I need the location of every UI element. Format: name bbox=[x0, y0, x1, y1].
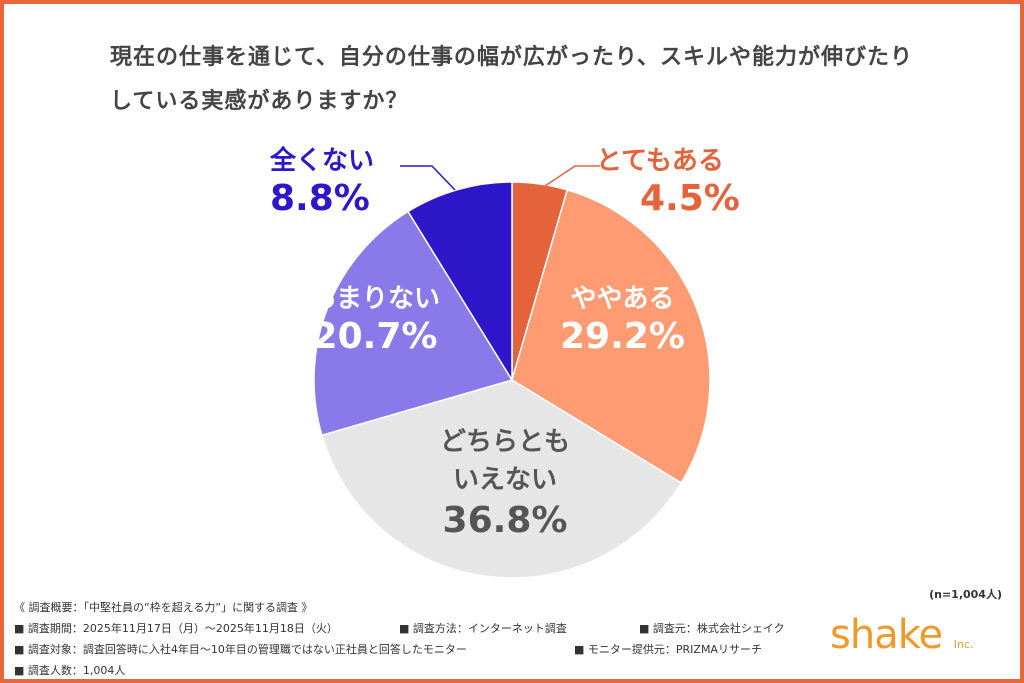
leader-line bbox=[400, 165, 456, 191]
chart-title: 現在の仕事を通じて、自分の仕事の幅が広がったり、スキルや能力が伸びたりしている実… bbox=[110, 45, 914, 114]
slice-value: 4.5% bbox=[640, 178, 740, 220]
label-dochira: どちらともいえない 36.8% bbox=[420, 424, 590, 543]
survey-period: ■ 調査期間：2025年11月17日（月）～2025年11月18日（火） bbox=[14, 622, 338, 635]
shake-logo: shake Inc. bbox=[830, 612, 974, 658]
slice-value: 8.8% bbox=[270, 178, 370, 220]
pie-slice bbox=[313, 210, 514, 437]
survey-method: ■ 調査方法：インターネット調査 bbox=[399, 622, 567, 635]
label-mattaku: 全くない 8.8% bbox=[270, 146, 374, 220]
leader-line bbox=[544, 165, 600, 187]
slice-value: 29.2% bbox=[560, 316, 685, 358]
slice-label: どちらともいえない bbox=[439, 427, 570, 495]
logo-text: shake bbox=[830, 612, 943, 658]
slice-label: あまりない bbox=[310, 284, 441, 314]
survey-overview: 《 調査概要：「中堅社員の“枠を超える力”」に関する調査 》 bbox=[14, 601, 313, 614]
survey-footer: 《 調査概要：「中堅社員の“枠を超える力”」に関する調査 》 ■ 調査期間：20… bbox=[14, 597, 785, 681]
label-amari: あまりない 20.7% bbox=[310, 284, 440, 358]
label-yaya: ややある 29.2% bbox=[560, 284, 685, 358]
pie-slice bbox=[406, 181, 513, 383]
survey-count: ■ 調査人数：1,004人 bbox=[14, 664, 126, 677]
slice-value: 20.7% bbox=[312, 316, 438, 358]
slice-value: 36.8% bbox=[442, 500, 568, 542]
slice-label: とてもある bbox=[595, 146, 724, 176]
slice-label: ややある bbox=[570, 284, 675, 314]
logo-suffix: Inc. bbox=[953, 638, 974, 651]
survey-target: ■ 調査対象：調査回答時に入社4年目～10年目の管理職ではない正社員と回答したモ… bbox=[14, 643, 467, 656]
pie-slice bbox=[320, 379, 683, 579]
label-totemo: とてもある 4.5% bbox=[580, 146, 740, 220]
survey-source: ■ 調査元：株式会社シェイク bbox=[639, 622, 785, 635]
sample-size: (n=1,004人) bbox=[929, 588, 1002, 601]
survey-provider: ■ モニター提供元：PRIZMAリサーチ bbox=[574, 643, 762, 656]
slice-label: 全くない bbox=[270, 146, 375, 176]
